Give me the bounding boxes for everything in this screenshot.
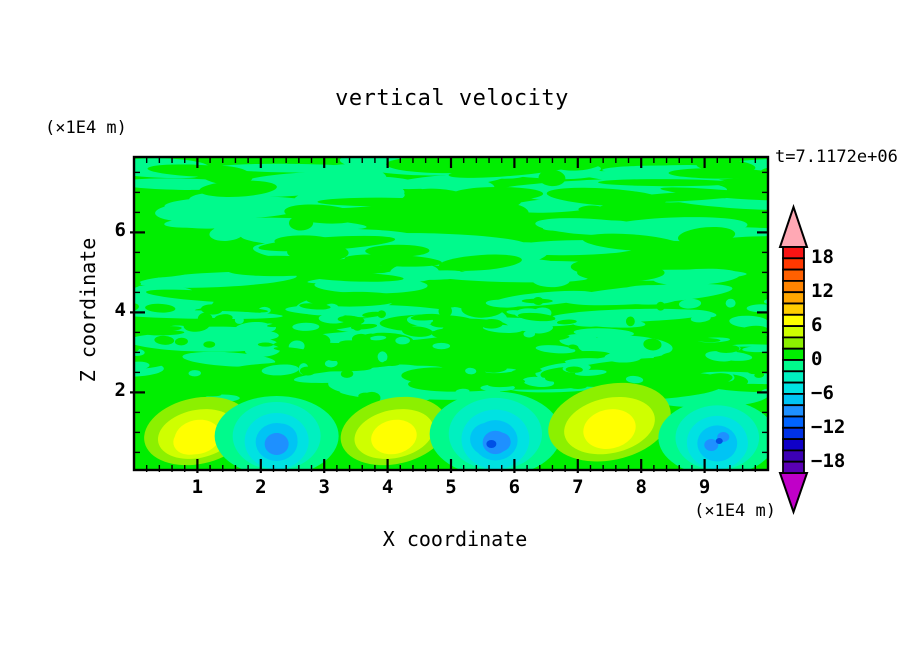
colorbar-segment [782, 302, 805, 316]
velocity-field [134, 157, 768, 470]
x-tick-label: 7 [572, 476, 584, 498]
colorbar-segment [782, 404, 805, 418]
downdraft-cell [429, 391, 562, 470]
colorbar-segment [782, 415, 805, 429]
x-tick-label: 4 [381, 476, 394, 498]
downdraft-cell [658, 399, 768, 470]
colorbar-segment [782, 426, 805, 440]
colorbar-segment [782, 381, 805, 395]
z-axis-unit: (×1E4 m) [45, 118, 127, 138]
colorbar-segment [782, 449, 805, 463]
colorbar-tick-label: 18 [811, 246, 834, 269]
x-axis-unit: (×1E4 m) [694, 501, 776, 521]
x-tick-label: 9 [698, 476, 711, 498]
x-tick-label: 1 [191, 476, 204, 498]
z-tick-label: 6 [114, 219, 126, 242]
updraft-cell [340, 396, 448, 466]
colorbar-segment [782, 359, 805, 373]
x-tick-label: 6 [508, 476, 521, 498]
colorbar-segment [782, 460, 805, 474]
z-tick-label: 2 [114, 379, 126, 402]
colorbar-segment [782, 279, 805, 294]
colorbar-segment [782, 392, 805, 407]
x-axis-label: X coordinate [382, 527, 528, 551]
downdraft-cell [214, 396, 339, 470]
colorbar-segment [782, 313, 805, 327]
plot-axes [130, 155, 770, 473]
colorbar-under-arrow [778, 472, 809, 516]
colorbar-segment [782, 438, 805, 452]
colorbar-tick-label: 6 [811, 314, 823, 337]
x-tick-label: 2 [255, 476, 267, 498]
colorbar-tick-label: 12 [811, 280, 834, 303]
colorbar-over-arrow [778, 203, 809, 248]
colorbar-segment [782, 257, 805, 271]
colorbar-tick-label: −12 [811, 415, 846, 438]
colorbar-tick-label: 0 [811, 348, 823, 370]
x-tick-label: 5 [445, 476, 457, 498]
colorbar [778, 203, 809, 516]
x-tick-label: 3 [318, 476, 330, 498]
colorbar-tick-label: −18 [811, 449, 846, 472]
z-tick-label: 4 [114, 299, 126, 322]
colorbar-segment [782, 246, 805, 260]
updraft-cell [548, 382, 671, 462]
colorbar-segment [782, 325, 805, 339]
colorbar-segment [782, 336, 805, 350]
colorbar-segment [782, 347, 805, 361]
colorbar-segment [782, 370, 805, 384]
time-annotation: t=7.1172e+06 [775, 147, 898, 167]
colorbar-segment [782, 291, 805, 305]
plot-title: vertical velocity [335, 86, 569, 111]
x-tick-label: 8 [635, 476, 647, 498]
colorbar-segment [782, 268, 805, 282]
colorbar-tick-label: −6 [811, 381, 834, 404]
